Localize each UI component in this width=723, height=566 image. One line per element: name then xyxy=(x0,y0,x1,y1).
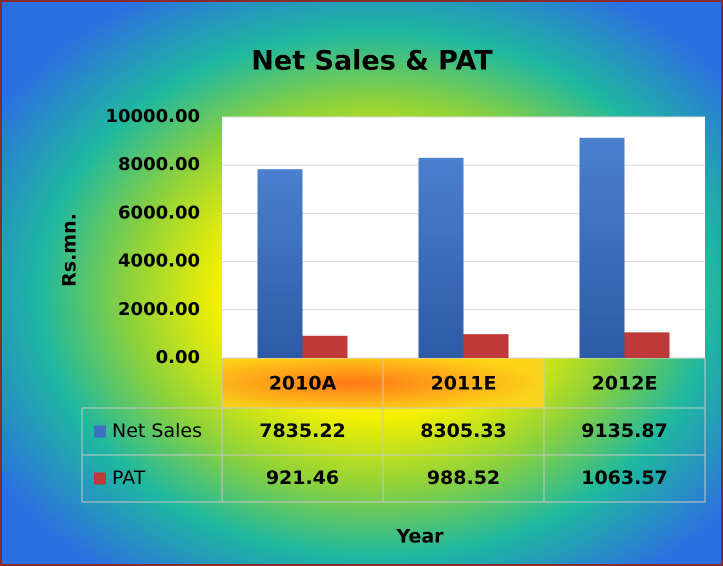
y-tick-label: 10000.00 xyxy=(105,106,200,127)
bar xyxy=(463,334,509,358)
bar xyxy=(302,335,348,358)
legend-label: Net Sales xyxy=(112,420,202,442)
chart-title: Net Sales & PAT xyxy=(251,46,493,77)
y-tick-label: 0.00 xyxy=(156,347,200,368)
bar xyxy=(579,137,625,358)
table-value: 921.46 xyxy=(266,467,339,489)
table-value: 1063.57 xyxy=(581,467,668,489)
legend-swatch xyxy=(94,425,106,438)
table-value: 988.52 xyxy=(427,467,500,489)
x-tick-label: 2012E xyxy=(592,373,658,395)
table-value: 8305.33 xyxy=(420,420,507,442)
y-tick-label: 6000.00 xyxy=(118,202,200,223)
x-tick-label: 2011E xyxy=(431,373,497,395)
x-tick-label: 2010A xyxy=(269,373,337,395)
table-value: 7835.22 xyxy=(259,420,346,442)
y-tick-label: 4000.00 xyxy=(118,251,200,272)
bar xyxy=(257,169,303,358)
x-axis-label: Year xyxy=(395,526,444,548)
legend-swatch xyxy=(94,472,106,485)
y-tick-label: 2000.00 xyxy=(118,299,200,320)
legend-label: PAT xyxy=(112,467,146,489)
table-lines xyxy=(81,358,706,503)
y-axis-label: Rs.mn. xyxy=(59,213,81,287)
y-tick-label: 8000.00 xyxy=(118,154,200,175)
table-value: 9135.87 xyxy=(581,420,668,442)
bar xyxy=(624,332,670,358)
bar xyxy=(418,157,464,358)
